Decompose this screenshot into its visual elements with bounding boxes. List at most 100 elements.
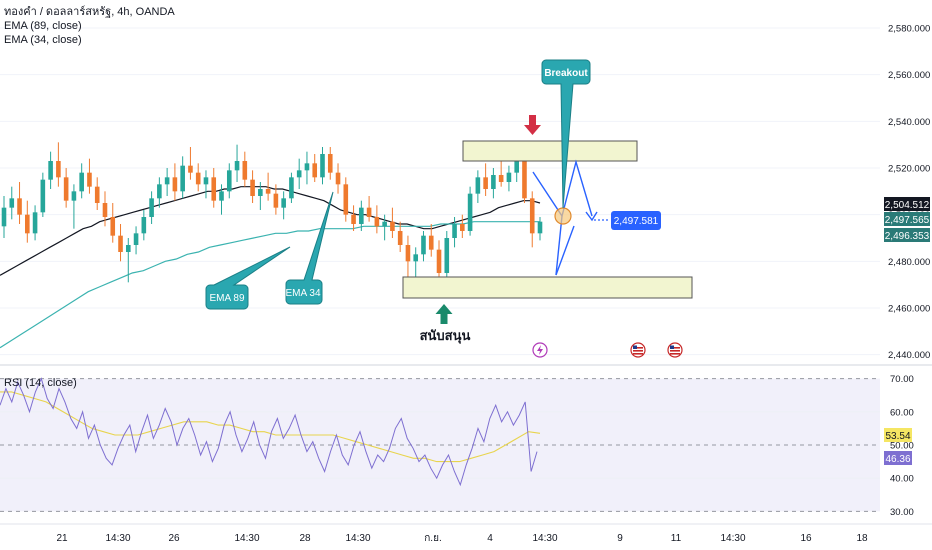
resistance-zone xyxy=(462,140,638,162)
rsi-tick-label: 60.00 xyxy=(890,407,914,418)
candle-body xyxy=(226,170,232,192)
candle-body xyxy=(188,165,193,173)
sell-arrow-icon xyxy=(524,115,541,135)
time-tick-label: 16 xyxy=(800,533,812,544)
candle-body xyxy=(63,177,69,201)
time-axis[interactable]: 21 14:30 26 14:30 28 14:30 ก.ย. 4 14:30 9 11 14:30 1… xyxy=(56,533,868,544)
candle-body xyxy=(219,191,224,201)
candle-body xyxy=(25,214,30,234)
time-tick-label: 21 xyxy=(56,533,68,544)
candle-body xyxy=(164,177,170,185)
candle-body xyxy=(335,172,341,185)
ema89-callout-label: EMA 89 xyxy=(209,293,244,304)
candle-body xyxy=(452,224,457,238)
ema89-legend[interactable]: EMA (89, close) xyxy=(4,20,82,32)
candle-body xyxy=(491,175,496,189)
support-zone xyxy=(402,276,693,299)
candle-body xyxy=(529,198,535,234)
breakout-label: Breakout xyxy=(544,68,588,79)
rsi-legend[interactable]: RSI (14, close) xyxy=(4,377,77,389)
candle-body xyxy=(304,163,310,171)
ema34-value: 2,496.353 xyxy=(885,231,930,242)
ema34-callout xyxy=(285,191,334,305)
candle-body xyxy=(141,217,147,234)
candle-body xyxy=(506,172,512,182)
candle-body xyxy=(32,212,38,234)
symbol-title[interactable]: ทองคำ / ดอลลาร์สหรัฐ, 4h, OANDA xyxy=(4,6,175,18)
time-tick-label: 14:30 xyxy=(720,533,745,544)
price-tick-label: 2,460.000 xyxy=(888,304,930,315)
us-flag-event-icon[interactable] xyxy=(630,342,646,358)
candle-body xyxy=(522,161,527,199)
candle-body xyxy=(242,161,248,180)
us-flag-event-icon[interactable] xyxy=(667,342,683,358)
candle-body xyxy=(17,198,22,215)
time-tick-label: 18 xyxy=(856,533,868,544)
rsi-ma-line xyxy=(0,391,541,463)
candle-body xyxy=(483,177,488,189)
chart-legend: ทองคำ / ดอลลาร์สหรัฐ, 4h, OANDA EMA (89,… xyxy=(4,5,175,47)
breakout-point-circle xyxy=(554,207,572,225)
candle-body xyxy=(436,249,442,273)
candle-body xyxy=(514,161,519,173)
candle-body xyxy=(312,163,318,178)
candle-body xyxy=(250,179,255,196)
candle-body xyxy=(258,189,263,196)
candle-body xyxy=(413,254,419,262)
candle-body xyxy=(133,233,139,245)
candle-body xyxy=(40,179,46,213)
projection-path xyxy=(532,159,593,218)
price-tick-label: 2,560.000 xyxy=(888,70,930,81)
last-price-value: 2,504.512 xyxy=(885,200,930,211)
candle-body xyxy=(1,207,7,227)
candle-body xyxy=(390,221,395,231)
rsi-line xyxy=(0,377,538,487)
candle-body xyxy=(475,177,481,194)
price-axis[interactable]: 2,440.0002,460.0002,480.0002,500.0002,52… xyxy=(888,24,930,362)
candle-body xyxy=(71,191,77,201)
ema89-value: 2,497.565 xyxy=(885,215,930,226)
ema34-callout-label: EMA 34 xyxy=(285,288,320,299)
price-tick-label: 2,580.000 xyxy=(888,24,930,35)
lightning-event-icon[interactable] xyxy=(532,342,548,358)
ema34-legend[interactable]: EMA (34, close) xyxy=(4,34,82,46)
candle-body xyxy=(203,177,209,185)
candle-body xyxy=(234,161,240,171)
ema34-line xyxy=(0,221,540,349)
candle-body xyxy=(195,172,201,185)
candle-body xyxy=(102,203,108,217)
candle-body xyxy=(397,231,403,245)
time-tick-label: 26 xyxy=(168,533,180,544)
candle-body xyxy=(296,170,302,178)
rsi-axis[interactable]: 30.00 40.00 50.00 60.00 70.00 xyxy=(890,374,914,518)
rsi-value: 46.36 xyxy=(885,454,910,465)
candle-body xyxy=(273,193,279,208)
rsi-tick-label: 50.00 xyxy=(890,441,914,452)
target-price-label: 2,497.581 xyxy=(614,216,659,227)
candle-body xyxy=(211,177,217,201)
candle-body xyxy=(467,193,473,231)
ema89-callout xyxy=(205,246,291,310)
candle-body xyxy=(359,207,364,224)
candle-body xyxy=(94,186,100,203)
candle-body xyxy=(281,198,286,208)
candle-body xyxy=(327,154,333,173)
buy-arrow-icon xyxy=(435,304,453,324)
time-tick-label: 11 xyxy=(671,533,682,544)
rsi-value-tag: 46.36 xyxy=(884,451,912,465)
candle-body xyxy=(265,189,271,194)
candle-body xyxy=(382,221,387,227)
candle-body xyxy=(125,245,131,252)
candle-body xyxy=(374,217,380,227)
breakout-callout xyxy=(541,59,591,209)
time-tick-label: 28 xyxy=(299,533,311,544)
candle-body xyxy=(320,154,325,178)
projection-path-down xyxy=(555,215,563,276)
price-panel[interactable] xyxy=(0,0,880,364)
candle-body xyxy=(366,207,372,217)
rsi-tick-label: 40.00 xyxy=(890,474,914,485)
candle-body xyxy=(428,235,434,250)
price-tick-label: 2,480.000 xyxy=(888,257,930,268)
candle-body xyxy=(87,172,92,187)
